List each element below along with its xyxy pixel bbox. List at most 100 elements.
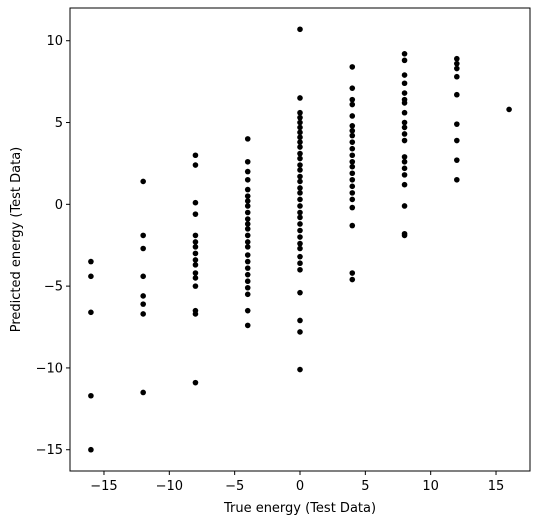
data-point bbox=[349, 222, 356, 229]
data-point bbox=[297, 114, 303, 121]
data-point bbox=[244, 258, 251, 265]
data-point bbox=[401, 109, 408, 116]
data-point bbox=[454, 176, 460, 183]
data-point bbox=[297, 260, 303, 267]
data-point bbox=[297, 245, 303, 252]
data-point bbox=[297, 129, 303, 136]
data-point bbox=[297, 144, 303, 150]
data-point bbox=[349, 158, 356, 165]
data-point bbox=[401, 165, 408, 172]
data-point bbox=[349, 270, 356, 276]
y-tick-label: −5 bbox=[44, 280, 63, 295]
data-point bbox=[401, 154, 408, 160]
data-point bbox=[401, 131, 408, 137]
data-point bbox=[297, 366, 303, 373]
data-point bbox=[244, 226, 251, 232]
data-point bbox=[454, 60, 460, 67]
data-point bbox=[297, 227, 303, 234]
data-point bbox=[349, 183, 356, 190]
data-point bbox=[297, 124, 303, 131]
data-point bbox=[349, 123, 356, 129]
data-point bbox=[244, 203, 251, 209]
data-point bbox=[401, 57, 408, 64]
data-point bbox=[88, 446, 94, 453]
data-point bbox=[454, 91, 460, 98]
data-point bbox=[349, 176, 356, 183]
data-point bbox=[140, 301, 146, 307]
data-point bbox=[297, 139, 303, 145]
data-point bbox=[401, 90, 408, 96]
data-point bbox=[244, 158, 251, 165]
data-point bbox=[192, 239, 199, 245]
data-point bbox=[401, 137, 408, 144]
data-point bbox=[140, 232, 146, 239]
data-point bbox=[297, 214, 303, 221]
data-point bbox=[192, 311, 199, 317]
x-tick-label: 0 bbox=[296, 479, 304, 494]
y-axis-label: Predicted energy (Test Data) bbox=[9, 147, 24, 333]
data-point bbox=[454, 121, 460, 127]
data-point bbox=[192, 244, 199, 250]
x-tick-label: 5 bbox=[361, 479, 369, 494]
x-axis-label: True energy (Test Data) bbox=[223, 501, 376, 516]
data-point bbox=[401, 119, 408, 126]
data-point bbox=[401, 158, 408, 165]
data-point bbox=[88, 309, 94, 316]
data-point bbox=[244, 284, 251, 291]
data-point bbox=[349, 64, 356, 70]
data-point bbox=[297, 253, 303, 260]
x-tick-label: 15 bbox=[488, 479, 505, 494]
data-point bbox=[297, 289, 303, 296]
data-point bbox=[349, 132, 356, 139]
data-point bbox=[349, 204, 356, 211]
data-point bbox=[244, 244, 251, 250]
data-point bbox=[401, 232, 408, 239]
data-point bbox=[244, 193, 251, 199]
data-point bbox=[401, 100, 408, 106]
data-point bbox=[244, 278, 251, 285]
x-axis: −15 −10 −5 0 5 10 15 bbox=[90, 471, 504, 494]
y-tick-label: 0 bbox=[55, 198, 63, 213]
data-point bbox=[88, 258, 94, 265]
data-point bbox=[401, 72, 408, 78]
data-point bbox=[192, 262, 199, 268]
data-point bbox=[192, 162, 199, 168]
data-point bbox=[244, 221, 251, 227]
data-point bbox=[192, 283, 199, 289]
data-point bbox=[349, 127, 356, 134]
data-point bbox=[244, 265, 251, 271]
data-point bbox=[244, 216, 251, 222]
data-point bbox=[506, 106, 512, 113]
data-point bbox=[192, 232, 199, 239]
data-point bbox=[244, 291, 251, 298]
data-point bbox=[297, 317, 303, 324]
data-point bbox=[401, 80, 408, 87]
data-point bbox=[297, 240, 303, 247]
data-point bbox=[349, 163, 356, 170]
data-point bbox=[297, 119, 303, 126]
data-point bbox=[349, 196, 356, 203]
data-point bbox=[297, 221, 303, 227]
data-point bbox=[401, 124, 408, 131]
data-point bbox=[244, 322, 251, 329]
data-point bbox=[454, 157, 460, 163]
data-point bbox=[297, 167, 303, 173]
y-tick-label: −15 bbox=[36, 443, 63, 458]
data-point bbox=[454, 65, 460, 72]
data-point bbox=[140, 389, 146, 396]
data-point bbox=[349, 96, 356, 103]
data-point bbox=[244, 136, 251, 142]
data-point bbox=[192, 275, 199, 281]
data-point bbox=[297, 173, 303, 180]
data-point bbox=[244, 252, 251, 258]
data-point bbox=[349, 145, 356, 152]
data-point bbox=[454, 137, 460, 144]
data-point bbox=[140, 311, 146, 317]
data-point bbox=[349, 170, 356, 177]
data-point bbox=[401, 181, 408, 188]
data-point bbox=[401, 51, 408, 57]
data-point bbox=[297, 109, 303, 116]
data-point bbox=[349, 190, 356, 196]
